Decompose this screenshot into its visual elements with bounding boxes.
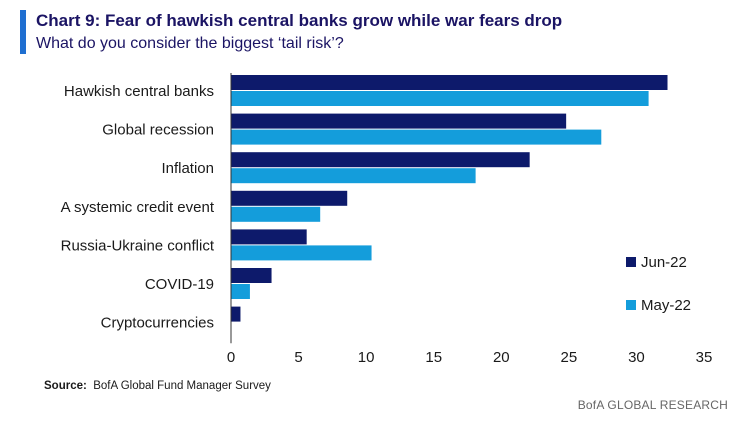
bar-jun-22-2 (231, 152, 530, 168)
bar-may-22-2 (231, 168, 476, 184)
category-label: Cryptocurrencies (101, 315, 214, 332)
x-tick-label: 30 (628, 349, 645, 366)
bar-may-22-1 (231, 129, 602, 145)
source-note: Source: BofA Global Fund Manager Survey (44, 380, 271, 392)
category-label: Russia-Ukraine conflict (61, 237, 215, 254)
bar-may-22-0 (231, 91, 649, 106)
category-label: A systemic credit event (61, 199, 215, 216)
chart-title: Chart 9: Fear of hawkish central banks g… (36, 11, 563, 30)
legend-swatch-may-22 (626, 300, 636, 310)
x-tick-label: 35 (696, 349, 713, 366)
bar-may-22-3 (231, 206, 321, 222)
bar-jun-22-1 (231, 113, 567, 129)
category-labels-group: Hawkish central banks Global recession Inf… (61, 83, 215, 332)
x-tick-label: 10 (358, 349, 375, 366)
category-label: Hawkish central banks (64, 83, 214, 100)
x-axis-ticks-group: 0 5 10 15 20 25 30 35 (227, 349, 713, 366)
footer-brand: BofA GLOBAL RESEARCH (577, 398, 728, 412)
legend-group: Jun-22 May-22 (626, 254, 691, 314)
category-label: COVID-19 (145, 276, 214, 293)
source-label: Source: (44, 380, 87, 392)
bar-jun-22-6 (231, 306, 241, 322)
x-tick-label: 5 (294, 349, 302, 366)
x-tick-label: 0 (227, 349, 235, 366)
x-tick-label: 20 (493, 349, 510, 366)
source-text: BofA Global Fund Manager Survey (93, 380, 271, 392)
category-label: Inflation (161, 160, 214, 177)
bar-may-22-5 (231, 284, 250, 299)
x-tick-label: 15 (425, 349, 442, 366)
bar-jun-22-5 (231, 268, 272, 283)
x-tick-label: 25 (561, 349, 578, 366)
legend-label-jun-22: Jun-22 (641, 254, 687, 271)
legend-swatch-jun-22 (626, 257, 636, 267)
chart-subtitle: What do you consider the biggest ‘tail r… (36, 35, 344, 52)
legend-label-may-22: May-22 (641, 297, 691, 314)
bar-jun-22-4 (231, 229, 307, 245)
bars-group (231, 75, 668, 322)
bar-jun-22-3 (231, 190, 348, 206)
category-label: Global recession (102, 122, 214, 139)
title-accent-bar (20, 10, 26, 54)
bar-may-22-4 (231, 245, 372, 261)
bar-jun-22-0 (231, 75, 668, 90)
